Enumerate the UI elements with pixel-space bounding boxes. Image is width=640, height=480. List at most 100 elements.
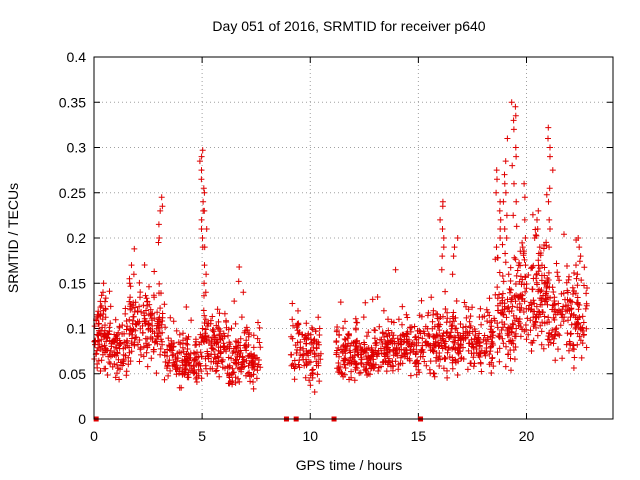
- data-point: [378, 350, 385, 357]
- data-point: [439, 253, 446, 260]
- data-point: [538, 328, 545, 335]
- data-point: [472, 328, 479, 335]
- data-point: [107, 347, 114, 354]
- data-point: [204, 370, 211, 377]
- data-point: [145, 321, 152, 328]
- data-point: [428, 294, 435, 301]
- data-point: [139, 322, 146, 329]
- data-point: [342, 336, 349, 343]
- data-point: [342, 356, 349, 363]
- data-point: [141, 312, 148, 319]
- data-point: [528, 348, 535, 354]
- data-point: [342, 365, 349, 371]
- data-point: [339, 371, 346, 377]
- data-point: [473, 336, 480, 343]
- data-point: [458, 341, 464, 348]
- data-point: [543, 191, 550, 198]
- data-point: [564, 330, 571, 337]
- data-point: [112, 316, 119, 323]
- data-point: [234, 339, 241, 346]
- data-point: [565, 317, 571, 324]
- data-point: [574, 341, 581, 348]
- data-point: [491, 315, 498, 322]
- data-point: [395, 361, 402, 368]
- data-point: [127, 327, 134, 334]
- data-point: [541, 320, 548, 327]
- data-point: [159, 203, 166, 210]
- data-point: [440, 244, 447, 251]
- data-point: [524, 315, 531, 322]
- data-point: [416, 312, 423, 319]
- data-point: [381, 353, 388, 360]
- data-point: [154, 333, 161, 340]
- data-point: [158, 336, 164, 343]
- data-point: [100, 280, 107, 287]
- data-point: [95, 308, 102, 315]
- data-point: [507, 278, 514, 284]
- data-point: [230, 348, 237, 355]
- data-point: [112, 374, 119, 381]
- data-point: [229, 369, 236, 376]
- data-point: [297, 339, 304, 345]
- data-point: [466, 340, 473, 347]
- data-point: [519, 295, 526, 302]
- data-point: [516, 320, 523, 327]
- data-point: [511, 356, 518, 363]
- data-point: [347, 349, 354, 356]
- data-point: [439, 226, 446, 232]
- data-point: [574, 271, 581, 278]
- data-point: [180, 340, 186, 347]
- data-point: [214, 306, 221, 313]
- data-point: [446, 334, 453, 341]
- data-point: [526, 302, 533, 309]
- data-point: [508, 99, 515, 106]
- data-point: [449, 271, 456, 278]
- data-point: [452, 357, 459, 364]
- data-point: [296, 357, 303, 364]
- data-point: [295, 330, 302, 337]
- data-point: [509, 162, 516, 169]
- data-point: [120, 356, 127, 363]
- data-point: [367, 371, 373, 378]
- data-point: [460, 344, 466, 351]
- x-tick-label: 15: [411, 428, 427, 444]
- data-point: [216, 326, 223, 332]
- data-point: [360, 314, 367, 321]
- axis-ticks: 0 0.05 0.1 0.15 0.2 0.25 0.3 0.35 0.4 0 5 10 15 20: [59, 49, 613, 444]
- data-point: [210, 328, 217, 335]
- data-point: [256, 339, 263, 346]
- data-point: [232, 374, 239, 381]
- data-point: [575, 235, 582, 241]
- data-point: [547, 144, 553, 151]
- data-point: [243, 372, 249, 379]
- data-point: [550, 340, 557, 347]
- data-point: [517, 248, 524, 255]
- data-point: [114, 370, 120, 377]
- data-point: [449, 365, 456, 372]
- data-point: [195, 353, 202, 360]
- data-point: [530, 275, 537, 282]
- data-point: [123, 326, 130, 333]
- data-point: [196, 158, 203, 165]
- data-point: [450, 338, 457, 345]
- data-point: [234, 353, 241, 360]
- data-point: [176, 331, 183, 338]
- data-point: [503, 314, 510, 321]
- data-point: [424, 340, 431, 347]
- data-point: [296, 364, 303, 371]
- data-point: [200, 185, 207, 192]
- data-point: [552, 311, 559, 318]
- data-point: [199, 147, 206, 154]
- data-point: [225, 332, 231, 339]
- data-point: [136, 303, 143, 310]
- data-point: [483, 340, 490, 347]
- data-point: [348, 368, 355, 375]
- data-point: [567, 298, 574, 305]
- data-point: [154, 309, 161, 316]
- data-point: [141, 262, 148, 268]
- data-point: [146, 283, 152, 290]
- data-point: [504, 135, 511, 142]
- y-tick-label: 0.1: [67, 321, 87, 337]
- data-point: [426, 366, 433, 373]
- data-point: [309, 339, 315, 346]
